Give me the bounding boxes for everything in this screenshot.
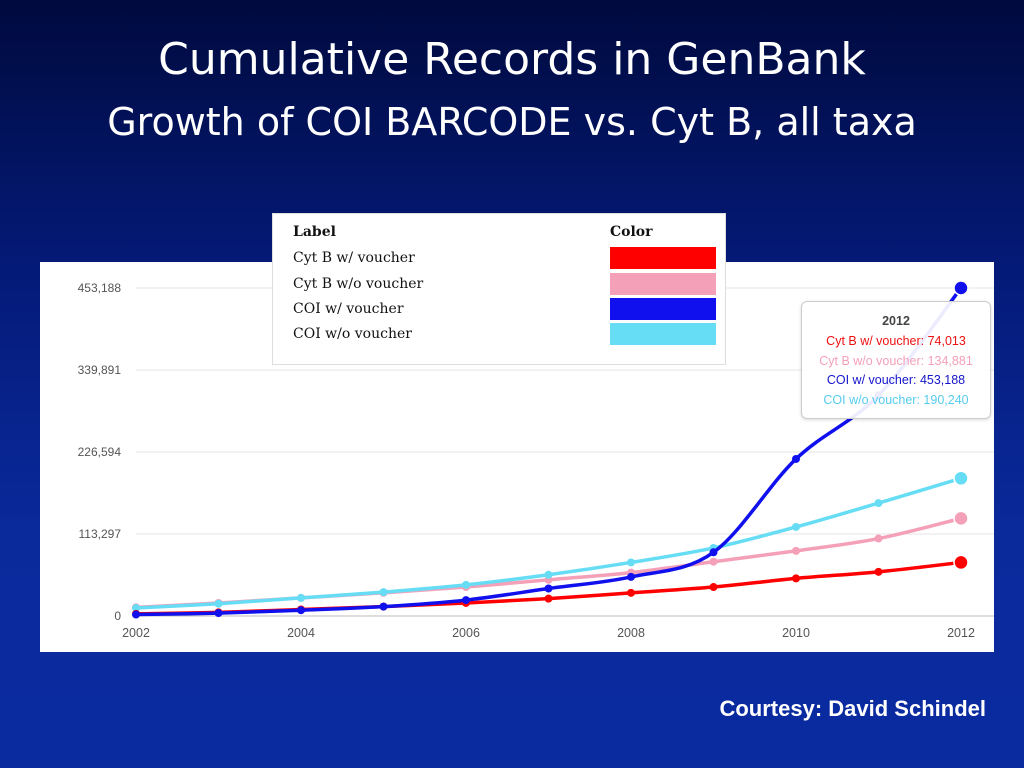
- data-point-cyt-b-w-o-voucher[interactable]: [792, 546, 800, 555]
- data-point-coi-w-o-voucher[interactable]: [297, 593, 305, 602]
- x-tick-label: 2004: [287, 626, 315, 640]
- tooltip-line: COI w/o voucher: 190,240: [823, 392, 969, 407]
- data-point-cyt-b-w-voucher[interactable]: [544, 594, 553, 603]
- legend-color-header: Color: [610, 224, 653, 240]
- x-tick-label: 2002: [122, 626, 150, 640]
- data-point-coi-w-o-voucher[interactable]: [379, 588, 388, 597]
- line-chart: 0 113,297 226,594 339,891 453,188 2002 2004 200…: [78, 280, 994, 640]
- data-point-coi-w-o-voucher[interactable]: [953, 470, 969, 487]
- data-point-coi-w-voucher[interactable]: [544, 584, 553, 593]
- data-point-coi-w-o-voucher[interactable]: [462, 580, 470, 589]
- legend-swatch: [610, 247, 716, 269]
- slide-subtitle: Growth of COI BARCODE vs. Cyt B, all tax…: [107, 100, 917, 144]
- data-point-coi-w-o-voucher[interactable]: [214, 599, 223, 608]
- legend-swatch: [610, 273, 716, 295]
- data-point-coi-w-o-voucher[interactable]: [792, 522, 800, 531]
- y-tick-label: 113,297: [79, 527, 122, 541]
- data-point-coi-w-voucher[interactable]: [627, 572, 635, 581]
- data-point-coi-w-voucher[interactable]: [214, 609, 223, 618]
- slide-title: Cumulative Records in GenBank: [158, 34, 866, 85]
- y-tick-label: 226,594: [78, 445, 122, 459]
- data-point-coi-w-voucher[interactable]: [462, 596, 470, 605]
- series-line-coi-w-voucher: [134, 286, 963, 617]
- chart-tooltip: 2012 Cyt B w/ voucher: 74,013 Cyt B w/o …: [801, 301, 991, 419]
- tooltip-line: Cyt B w/ voucher: 74,013: [826, 334, 966, 348]
- data-point-coi-w-o-voucher[interactable]: [132, 604, 140, 613]
- data-point-cyt-b-w-voucher[interactable]: [792, 574, 800, 583]
- data-point-coi-w-voucher[interactable]: [953, 280, 969, 296]
- tooltip-line: COI w/ voucher: 453,188: [826, 373, 966, 387]
- legend-swatch: [610, 298, 716, 320]
- x-tick-label: 2008: [617, 626, 645, 640]
- series-line-cyt-b-w-o-voucher: [134, 516, 963, 610]
- y-tick-label: 339,891: [78, 363, 122, 377]
- y-tick-label: 453,188: [78, 281, 122, 295]
- data-point-cyt-b-w-voucher[interactable]: [627, 588, 635, 597]
- courtesy-credit: Courtesy: David Schindel: [719, 696, 986, 721]
- data-point-cyt-b-w-voucher[interactable]: [953, 554, 969, 571]
- data-point-coi-w-o-voucher[interactable]: [874, 499, 883, 508]
- data-point-coi-w-voucher[interactable]: [132, 610, 140, 619]
- x-tick-label: 2012: [947, 626, 975, 640]
- legend-item-label: Cyt B w/ voucher: [293, 250, 415, 266]
- x-tick-label: 2006: [452, 626, 480, 640]
- data-point-cyt-b-w-voucher[interactable]: [874, 567, 883, 576]
- x-tick-label: 2010: [782, 626, 810, 640]
- legend-swatch: [610, 323, 716, 345]
- data-point-coi-w-voucher[interactable]: [379, 602, 388, 611]
- data-point-coi-w-voucher[interactable]: [297, 606, 305, 615]
- y-tick-label: 0: [114, 609, 121, 623]
- legend-table: Label Color Cyt B w/ voucher Cyt B w/o v…: [272, 213, 726, 365]
- legend-item-label: COI w/ voucher: [293, 301, 404, 317]
- data-point-cyt-b-w-o-voucher[interactable]: [953, 510, 969, 527]
- data-point-coi-w-o-voucher[interactable]: [627, 558, 635, 567]
- data-point-coi-w-o-voucher[interactable]: [544, 570, 553, 579]
- data-point-cyt-b-w-voucher[interactable]: [709, 583, 718, 592]
- legend-label-header: Label: [293, 224, 336, 240]
- data-point-coi-w-voucher[interactable]: [792, 454, 800, 463]
- data-point-cyt-b-w-o-voucher[interactable]: [709, 557, 718, 566]
- legend-item-label: Cyt B w/o voucher: [293, 276, 424, 292]
- tooltip-line: Cyt B w/o voucher: 134,881: [819, 353, 973, 368]
- tooltip-year: 2012: [882, 314, 910, 328]
- data-point-coi-w-voucher[interactable]: [709, 548, 718, 557]
- legend-item-label: COI w/o voucher: [293, 326, 412, 342]
- data-point-cyt-b-w-o-voucher[interactable]: [874, 534, 883, 543]
